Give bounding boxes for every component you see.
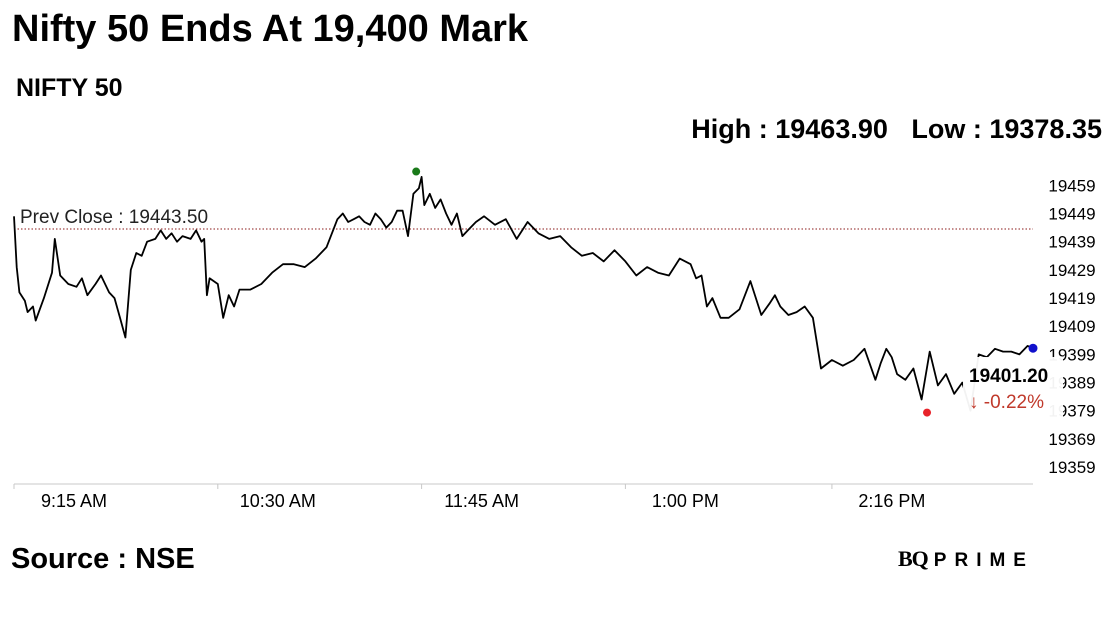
last-value-label: 19401.20 <box>969 366 1048 387</box>
page-title: Nifty 50 Ends At 19,400 Mark <box>12 8 529 50</box>
y-axis: 1945919449194391942919419194091939919389… <box>1048 176 1095 477</box>
line-chart: 1945919449194391942919419194091939919389… <box>13 167 1096 510</box>
last-marker <box>1028 343 1038 353</box>
series-group <box>13 175 1034 412</box>
low-marker <box>923 408 932 417</box>
y-tick-label: 19439 <box>1048 233 1095 252</box>
x-axis: 9:15 AM 10:30 AM 11:45 AM 1:00 PM 2:16 PM <box>13 483 1033 510</box>
chart-subtitle: NIFTY 50 <box>16 74 123 102</box>
x-tick-label: 11:45 AM <box>444 491 519 510</box>
markers-group <box>412 167 1038 417</box>
x-tick-label: 9:15 AM <box>41 491 107 510</box>
x-tick-label: 1:00 PM <box>652 491 719 510</box>
x-tick-label: 2:16 PM <box>858 491 925 510</box>
brand-prime: PRIME <box>933 550 1034 571</box>
source-note: Source : NSE <box>11 543 195 575</box>
annotation-background <box>963 357 1063 417</box>
last-value-annotation: 19401.20 ↓ -0.22% <box>963 357 1063 417</box>
prev-close-group: Prev Close : 19443.50 <box>14 207 1033 230</box>
y-tick-label: 19429 <box>1048 261 1095 280</box>
high-value: High : 19463.90 <box>691 114 888 144</box>
y-tick-label: 19419 <box>1048 289 1095 308</box>
high-low-summary: High : 19463.90 Low : 19378.35 <box>691 114 1102 145</box>
series-line <box>13 175 1034 412</box>
last-change-label: ↓ -0.22% <box>969 392 1044 413</box>
brand-bq: BQ <box>898 546 929 571</box>
y-tick-label: 19359 <box>1048 458 1095 477</box>
y-tick-label: 19459 <box>1048 176 1095 195</box>
y-tick-label: 19449 <box>1048 205 1095 224</box>
low-value: Low : 19378.35 <box>911 114 1102 144</box>
brand-logo: BQ PRIME <box>898 546 1034 572</box>
x-tick-label: 10:30 AM <box>240 491 316 510</box>
y-tick-label: 19409 <box>1048 317 1095 336</box>
high-marker <box>412 167 421 176</box>
prev-close-label: Prev Close : 19443.50 <box>20 207 208 228</box>
y-tick-label: 19369 <box>1048 430 1095 449</box>
